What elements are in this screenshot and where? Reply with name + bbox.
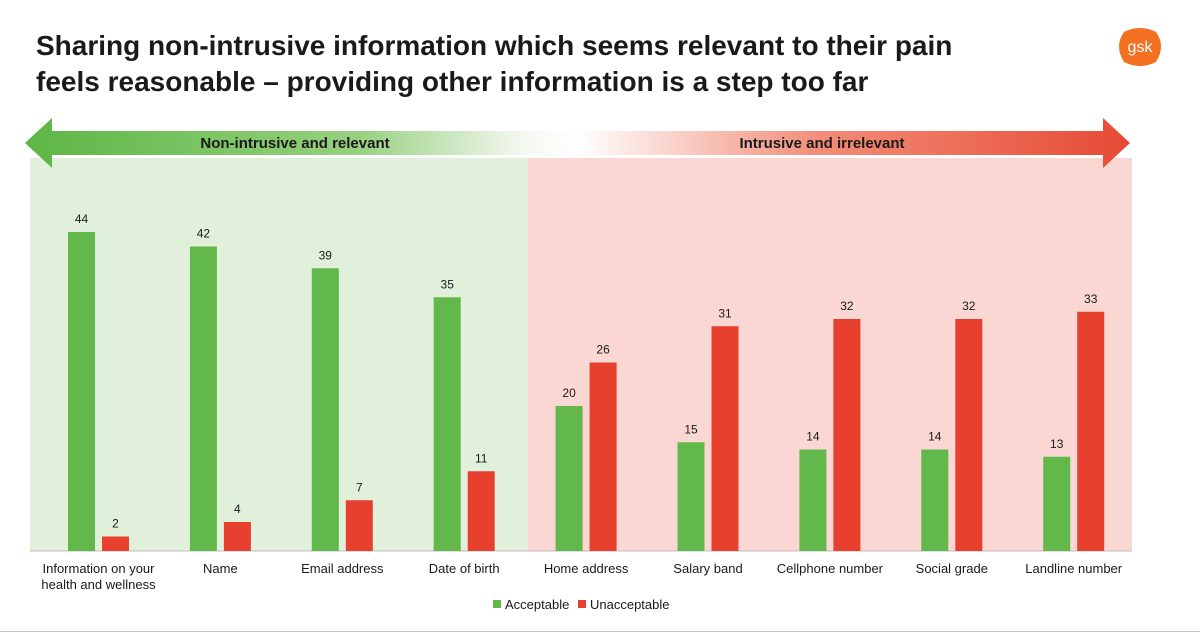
category-label-social-grade: Social grade bbox=[916, 561, 988, 576]
zone-label-right: Intrusive and irrelevant bbox=[739, 135, 904, 152]
double-arrow bbox=[25, 118, 1130, 168]
value-label-acceptable-home-address: 20 bbox=[562, 386, 576, 400]
category-label-email-address: Email address bbox=[301, 561, 384, 576]
value-label-acceptable-social-grade: 14 bbox=[928, 430, 942, 444]
title-line-1: Sharing non-intrusive information which … bbox=[36, 30, 953, 61]
chart-title: Sharing non-intrusive information which … bbox=[36, 28, 1076, 100]
category-label-home-address: Home address bbox=[544, 561, 629, 576]
bar-unacceptable-salary-band bbox=[711, 326, 739, 551]
intrusive-zone bbox=[528, 158, 1132, 551]
value-label-unacceptable-name: 4 bbox=[234, 502, 241, 516]
bar-acceptable-landline-number bbox=[1043, 456, 1071, 551]
value-labels-group: 44 2 42 4 39 7 35 11 20 26 15 31 14 32 14 32 13 33 bbox=[75, 212, 1098, 531]
value-label-unacceptable-email-address: 7 bbox=[356, 480, 363, 494]
logo-text: gsk bbox=[1128, 39, 1154, 56]
title-line-2: feels reasonable – providing other infor… bbox=[36, 66, 869, 97]
legend-label-acceptable: Acceptable bbox=[505, 597, 569, 612]
value-label-unacceptable-home-address: 26 bbox=[596, 343, 610, 357]
category-label-cellphone-number: Cellphone number bbox=[777, 561, 884, 576]
bar-acceptable-information-on-your-health-and-wellness bbox=[68, 232, 95, 551]
category-label-information-on-your-health-and-wellness: Information on your health and wellness bbox=[41, 561, 156, 592]
category-labels-group: Information on your health and wellness Na… bbox=[41, 561, 1122, 592]
bar-acceptable-social-grade bbox=[921, 449, 949, 551]
bottom-divider bbox=[0, 631, 1200, 632]
value-label-acceptable-date-of-birth: 35 bbox=[441, 277, 455, 291]
zone-label-left: Non-intrusive and relevant bbox=[200, 135, 389, 152]
bar-unacceptable-name bbox=[223, 522, 251, 551]
value-label-unacceptable-information-on-your-health-and-wellness: 2 bbox=[112, 517, 119, 531]
legend: Acceptable Unacceptable bbox=[493, 597, 670, 612]
value-label-unacceptable-date-of-birth: 11 bbox=[475, 451, 488, 465]
value-label-acceptable-cellphone-number: 14 bbox=[806, 430, 820, 444]
category-label-name: Name bbox=[203, 561, 238, 576]
legend-swatch-unacceptable bbox=[578, 600, 586, 608]
value-label-unacceptable-social-grade: 32 bbox=[962, 299, 976, 313]
value-label-acceptable-landline-number: 13 bbox=[1050, 437, 1064, 451]
legend-swatch-acceptable bbox=[493, 600, 501, 608]
bar-unacceptable-date-of-birth bbox=[467, 471, 495, 551]
bar-unacceptable-home-address bbox=[589, 362, 617, 551]
value-label-acceptable-salary-band: 15 bbox=[684, 422, 698, 436]
bar-acceptable-email-address bbox=[311, 268, 339, 551]
value-label-unacceptable-cellphone-number: 32 bbox=[840, 299, 854, 313]
bar-unacceptable-social-grade bbox=[955, 319, 983, 551]
value-label-acceptable-name: 42 bbox=[197, 227, 211, 241]
bar-acceptable-name bbox=[189, 246, 217, 551]
value-label-unacceptable-landline-number: 33 bbox=[1084, 292, 1098, 306]
value-label-unacceptable-salary-band: 31 bbox=[718, 306, 732, 320]
category-label-salary-band: Salary band bbox=[673, 561, 742, 576]
bars-group bbox=[68, 232, 1105, 551]
legend-label-unacceptable: Unacceptable bbox=[590, 597, 670, 612]
bar-unacceptable-information-on-your-health-and-wellness bbox=[102, 536, 129, 551]
bar-acceptable-salary-band bbox=[677, 442, 705, 551]
bar-acceptable-cellphone-number bbox=[799, 449, 827, 551]
value-label-acceptable-information-on-your-health-and-wellness: 44 bbox=[75, 212, 89, 226]
bar-unacceptable-landline-number bbox=[1077, 311, 1105, 551]
category-label-landline-number: Landline number bbox=[1025, 561, 1123, 576]
bar-unacceptable-email-address bbox=[345, 500, 373, 551]
bar-acceptable-date-of-birth bbox=[433, 297, 461, 551]
value-label-acceptable-email-address: 39 bbox=[319, 248, 333, 262]
category-label-date-of-birth: Date of birth bbox=[429, 561, 500, 576]
logo-shape bbox=[1119, 28, 1161, 66]
gsk-logo: gsk bbox=[1119, 28, 1161, 66]
bar-acceptable-home-address bbox=[555, 406, 583, 551]
bar-unacceptable-cellphone-number bbox=[833, 319, 861, 551]
